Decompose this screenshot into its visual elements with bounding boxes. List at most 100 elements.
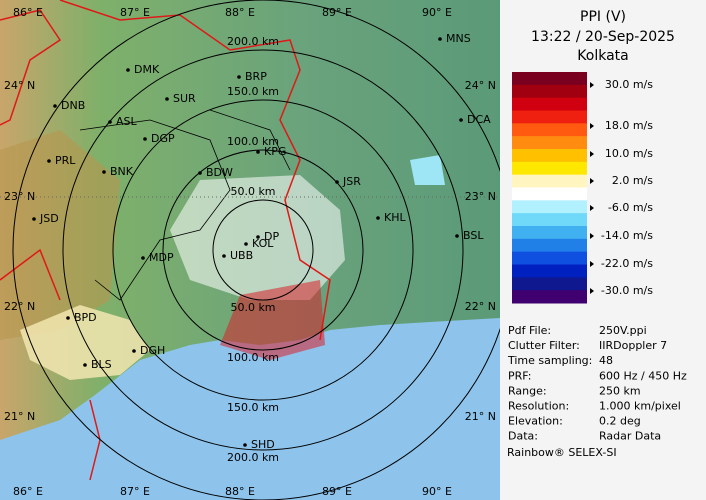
legend-arrow [590, 288, 594, 294]
legend-label: -14.0 m/s [601, 229, 653, 242]
info-value: 600 Hz / 450 Hz [599, 369, 687, 382]
legend-band [512, 123, 587, 137]
legend-band [512, 213, 587, 227]
city-label: UBB [230, 249, 253, 262]
city-dot [438, 37, 442, 41]
lat-label: 23° N [465, 190, 496, 203]
range-label: 50.0 km [230, 301, 275, 314]
info-key: Time sampling: [507, 354, 592, 367]
legend-arrow [590, 82, 594, 88]
city-label: ASL [116, 115, 138, 128]
info-key: PRF: [508, 369, 531, 382]
legend-label: -30.0 m/s [601, 284, 653, 297]
city-label: JSR [342, 175, 361, 188]
info-key: Pdf File: [508, 324, 551, 337]
legend-arrow [590, 205, 594, 211]
legend-band [512, 238, 587, 253]
lon-label: 88° E [225, 485, 255, 498]
city-dot [256, 235, 260, 239]
range-label: 100.0 km [227, 351, 279, 364]
city-label: DCA [467, 113, 491, 126]
legend-label: 18.0 m/s [605, 119, 653, 132]
legend-band [512, 110, 587, 124]
legend-label: -22.0 m/s [601, 257, 653, 270]
legend-band [512, 226, 587, 240]
city-label: DGP [151, 132, 175, 145]
city-label: DNB [61, 99, 85, 112]
legend-band [512, 149, 587, 163]
legend-band [512, 136, 587, 150]
lon-label: 89° E [322, 485, 352, 498]
lon-label: 90° E [422, 485, 452, 498]
range-label: 100.0 km [227, 135, 279, 148]
legend-arrow [590, 261, 594, 267]
city-label: BPD [74, 311, 97, 324]
legend-band [512, 290, 587, 304]
legend-arrow [590, 123, 594, 129]
range-ring [62, 49, 464, 451]
lon-label: 87° E [120, 6, 150, 19]
range-label: 50.0 km [230, 185, 275, 198]
legend-label: -6.0 m/s [608, 201, 653, 214]
legend-band [512, 174, 587, 188]
legend-label: 30.0 m/s [605, 78, 653, 91]
city-dot [66, 316, 70, 320]
city-dot [459, 118, 463, 122]
info-value: 250V.ppi [599, 324, 647, 337]
lat-label: 24° N [465, 79, 496, 92]
city-label: KPG [264, 145, 286, 158]
info-key: Elevation: [508, 415, 563, 428]
footer: Rainbow® SELEX-SI [507, 446, 617, 459]
city-label: MDP [149, 251, 174, 264]
time: 13:22 / 20-Sep-2025 [531, 29, 675, 45]
station: Kolkata [577, 48, 628, 64]
city-dot [108, 120, 112, 124]
city-dot [376, 216, 380, 220]
legend-arrow [590, 151, 594, 157]
legend-band [512, 72, 587, 86]
city-label: DGH [140, 344, 165, 357]
city-label: KOL [252, 237, 274, 250]
city-label: MNS [446, 32, 471, 45]
city-label: PRL [55, 154, 76, 167]
city-label: DMK [134, 63, 160, 76]
range-label: 200.0 km [227, 35, 279, 48]
legend-band [512, 84, 587, 99]
city-dot [126, 68, 130, 72]
city-label: BNK [110, 165, 134, 178]
city-dot [237, 75, 241, 79]
echo [410, 155, 445, 185]
city-dot [141, 256, 145, 260]
legend-band [512, 200, 587, 214]
highland [0, 130, 120, 340]
city-dot [256, 150, 260, 154]
info-key: Data: [508, 430, 538, 443]
range-ring [162, 149, 364, 351]
city-label: KHL [384, 211, 406, 224]
info-value: 0.2 deg [599, 415, 641, 428]
city-label: BLS [91, 358, 112, 371]
city-dot [198, 171, 202, 175]
legend-label: 2.0 m/s [612, 174, 653, 187]
info-value: 250 km [599, 384, 641, 397]
city-dot [243, 443, 247, 447]
lon-label: 87° E [120, 485, 150, 498]
lat-label: 22° N [4, 300, 35, 313]
echo [220, 280, 325, 360]
city-dot [47, 159, 51, 163]
legend-band [512, 277, 587, 291]
lon-label: 90° E [422, 6, 452, 19]
district-border [79, 109, 291, 301]
city-label: SUR [173, 92, 196, 105]
legend-band [512, 161, 587, 176]
lat-label: 21° N [465, 410, 496, 423]
city-label: JSD [39, 212, 59, 225]
info-value: 1.000 km/pixel [599, 400, 681, 413]
city-dot [244, 242, 248, 246]
legend-band [512, 187, 587, 201]
lon-label: 89° E [322, 6, 352, 19]
info-value: Radar Data [599, 430, 661, 443]
lon-label: 86° E [13, 6, 43, 19]
city-dot [455, 234, 459, 238]
